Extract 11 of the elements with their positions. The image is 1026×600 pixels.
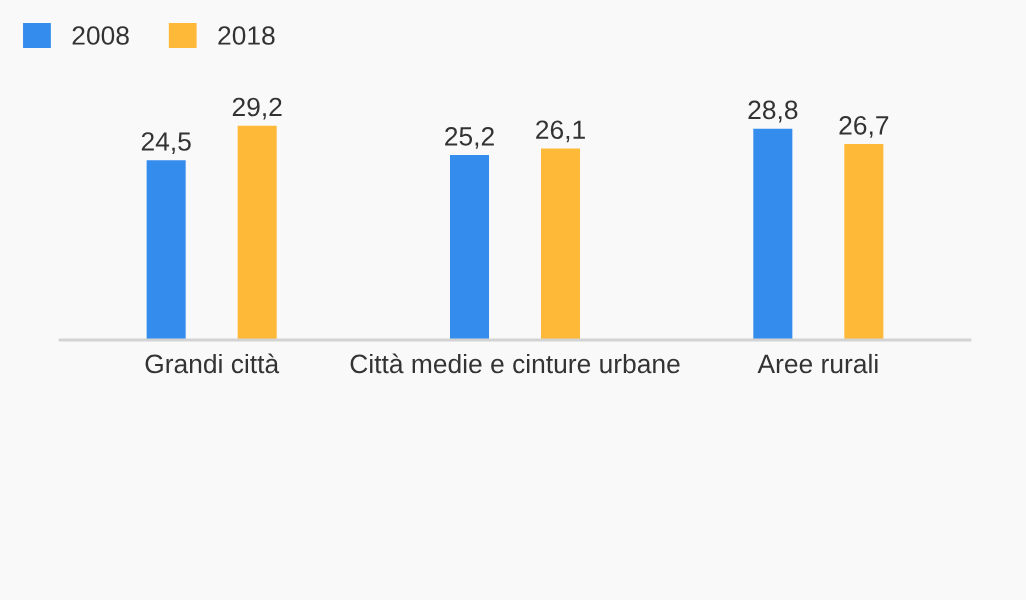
- legend-label: 2018: [218, 26, 275, 45]
- x-tick-label: Città medie e cinture urbane: [350, 353, 680, 374]
- data-label: 25,2: [445, 127, 494, 149]
- data-label: 28,8: [748, 100, 798, 123]
- data-label: 24,5: [141, 132, 191, 154]
- legend-label: 2008: [72, 26, 129, 45]
- data-label: 26,1: [536, 120, 585, 143]
- data-label: 26,7: [839, 115, 889, 138]
- data-label: 29,2: [232, 97, 282, 120]
- x-tick-label: Aree rurali: [757, 353, 878, 374]
- x-tick-label: Grandi città: [145, 353, 280, 374]
